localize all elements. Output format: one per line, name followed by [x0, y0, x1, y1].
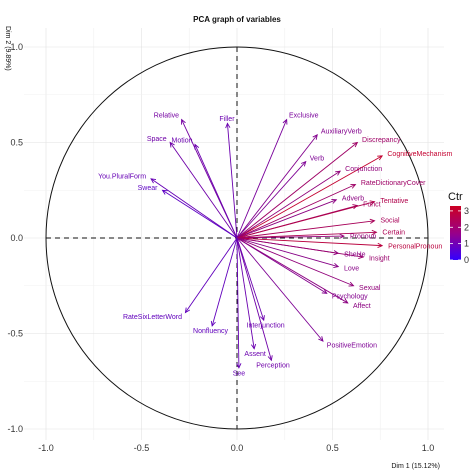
variable-arrow — [236, 237, 273, 362]
legend-colorbar — [450, 206, 461, 260]
legend-tick-label: 3 — [464, 206, 469, 216]
variable-label: AuxiliaryVerb — [321, 128, 362, 135]
variable-arrow — [236, 155, 384, 239]
variable-label: Perception — [256, 363, 290, 370]
variable-label: RateSixLetterWord — [123, 314, 182, 321]
variable-arrow — [236, 198, 338, 239]
variable-arrow — [169, 141, 238, 239]
variable-label: Motion — [172, 137, 193, 144]
variable-label: Discrepancy — [362, 137, 401, 144]
x-tick-label: 1.0 — [422, 443, 435, 453]
variable-arrow — [236, 160, 307, 239]
y-axis-label: Dim 2 (9.89%) — [4, 26, 11, 71]
x-tick-label: -0.5 — [134, 443, 150, 453]
variable-label: CognitiveMechanism — [387, 151, 452, 158]
y-tick-label: 1.0 — [10, 42, 23, 52]
variable-label: You.PluralForm — [98, 173, 146, 180]
variable-arrow — [236, 237, 242, 369]
variable-label: Conjunction — [345, 166, 382, 173]
variable-arrow — [236, 233, 345, 239]
variable-arrow — [236, 237, 324, 342]
variable-label: Certain — [382, 230, 405, 237]
variable-arrow — [236, 237, 257, 350]
chart-title: PCA graph of variables — [193, 15, 281, 24]
variable-label: RateDictionaryCover — [361, 180, 426, 187]
variable-arrow — [194, 143, 238, 239]
variable-labels: Relative Filler Exclusive Space Motion Auxili… — [98, 112, 452, 377]
variable-arrow — [236, 118, 288, 239]
x-axis-label: Dim 1 (15.12%) — [391, 463, 440, 470]
legend-tick-label: 0 — [464, 255, 469, 265]
legend-title: Ctr — [448, 191, 463, 203]
variable-arrow — [236, 218, 376, 239]
variable-label: Nonfluency — [193, 328, 229, 335]
variable-arrow — [236, 237, 365, 260]
variable-label: Interjunction — [247, 322, 285, 329]
variable-arrow — [225, 122, 238, 239]
variable-arrow — [161, 189, 238, 239]
legend: Ctr 3 2 1 0 — [448, 191, 469, 265]
variable-label: Funct — [363, 202, 381, 209]
variable-arrow — [236, 237, 349, 304]
variable-label: Relative — [154, 113, 179, 120]
legend-tick-label: 2 — [464, 222, 469, 232]
variable-label: Affect — [353, 303, 371, 310]
variable-label: Filler — [219, 116, 235, 123]
variable-arrow — [236, 229, 378, 239]
variable-arrow — [236, 237, 265, 322]
variable-arrow — [184, 237, 238, 314]
variable-label: PositiveEmotion — [327, 342, 377, 349]
variable-label: PersonalPronoun — [388, 243, 442, 250]
variable-arrow — [236, 141, 359, 239]
variable-label: Tentative — [380, 198, 408, 205]
variable-arrow — [236, 237, 384, 248]
variable-label: Sexual — [359, 285, 381, 292]
variable-label: Space — [147, 136, 167, 143]
variable-arrow — [236, 237, 340, 268]
variable-arrow — [236, 170, 342, 239]
x-tick-label: 0.0 — [231, 443, 244, 453]
variable-label: Adverb — [342, 196, 364, 203]
variable-arrow — [210, 237, 238, 327]
variable-arrow — [150, 178, 238, 239]
legend-tick-label: 1 — [464, 239, 469, 249]
variable-label: Love — [344, 266, 359, 273]
variable-label: See — [233, 370, 246, 377]
variable-arrow — [236, 134, 318, 239]
variable-label: SheHe — [344, 252, 366, 259]
x-tick-label: 0.5 — [326, 443, 339, 453]
variable-label: Insight — [369, 255, 390, 262]
variable-label: Exclusive — [289, 112, 319, 119]
variable-label: Assent — [244, 351, 265, 358]
variable-arrow — [236, 200, 376, 239]
variable-label: Verb — [310, 155, 325, 162]
y-tick-label: 0.0 — [10, 233, 23, 243]
variable-label: Swear — [138, 185, 159, 192]
variable-label: Pronoun — [350, 234, 377, 241]
variable-label: Psychology — [332, 294, 368, 301]
y-tick-label: 0.5 — [10, 138, 23, 148]
variable-arrows — [150, 118, 384, 369]
x-tick-label: -1.0 — [38, 443, 54, 453]
variable-label: Social — [380, 218, 400, 225]
y-tick-label: -1.0 — [7, 424, 23, 434]
y-tick-label: -0.5 — [7, 329, 23, 339]
variable-arrow — [236, 237, 355, 287]
variable-arrow — [236, 183, 357, 239]
